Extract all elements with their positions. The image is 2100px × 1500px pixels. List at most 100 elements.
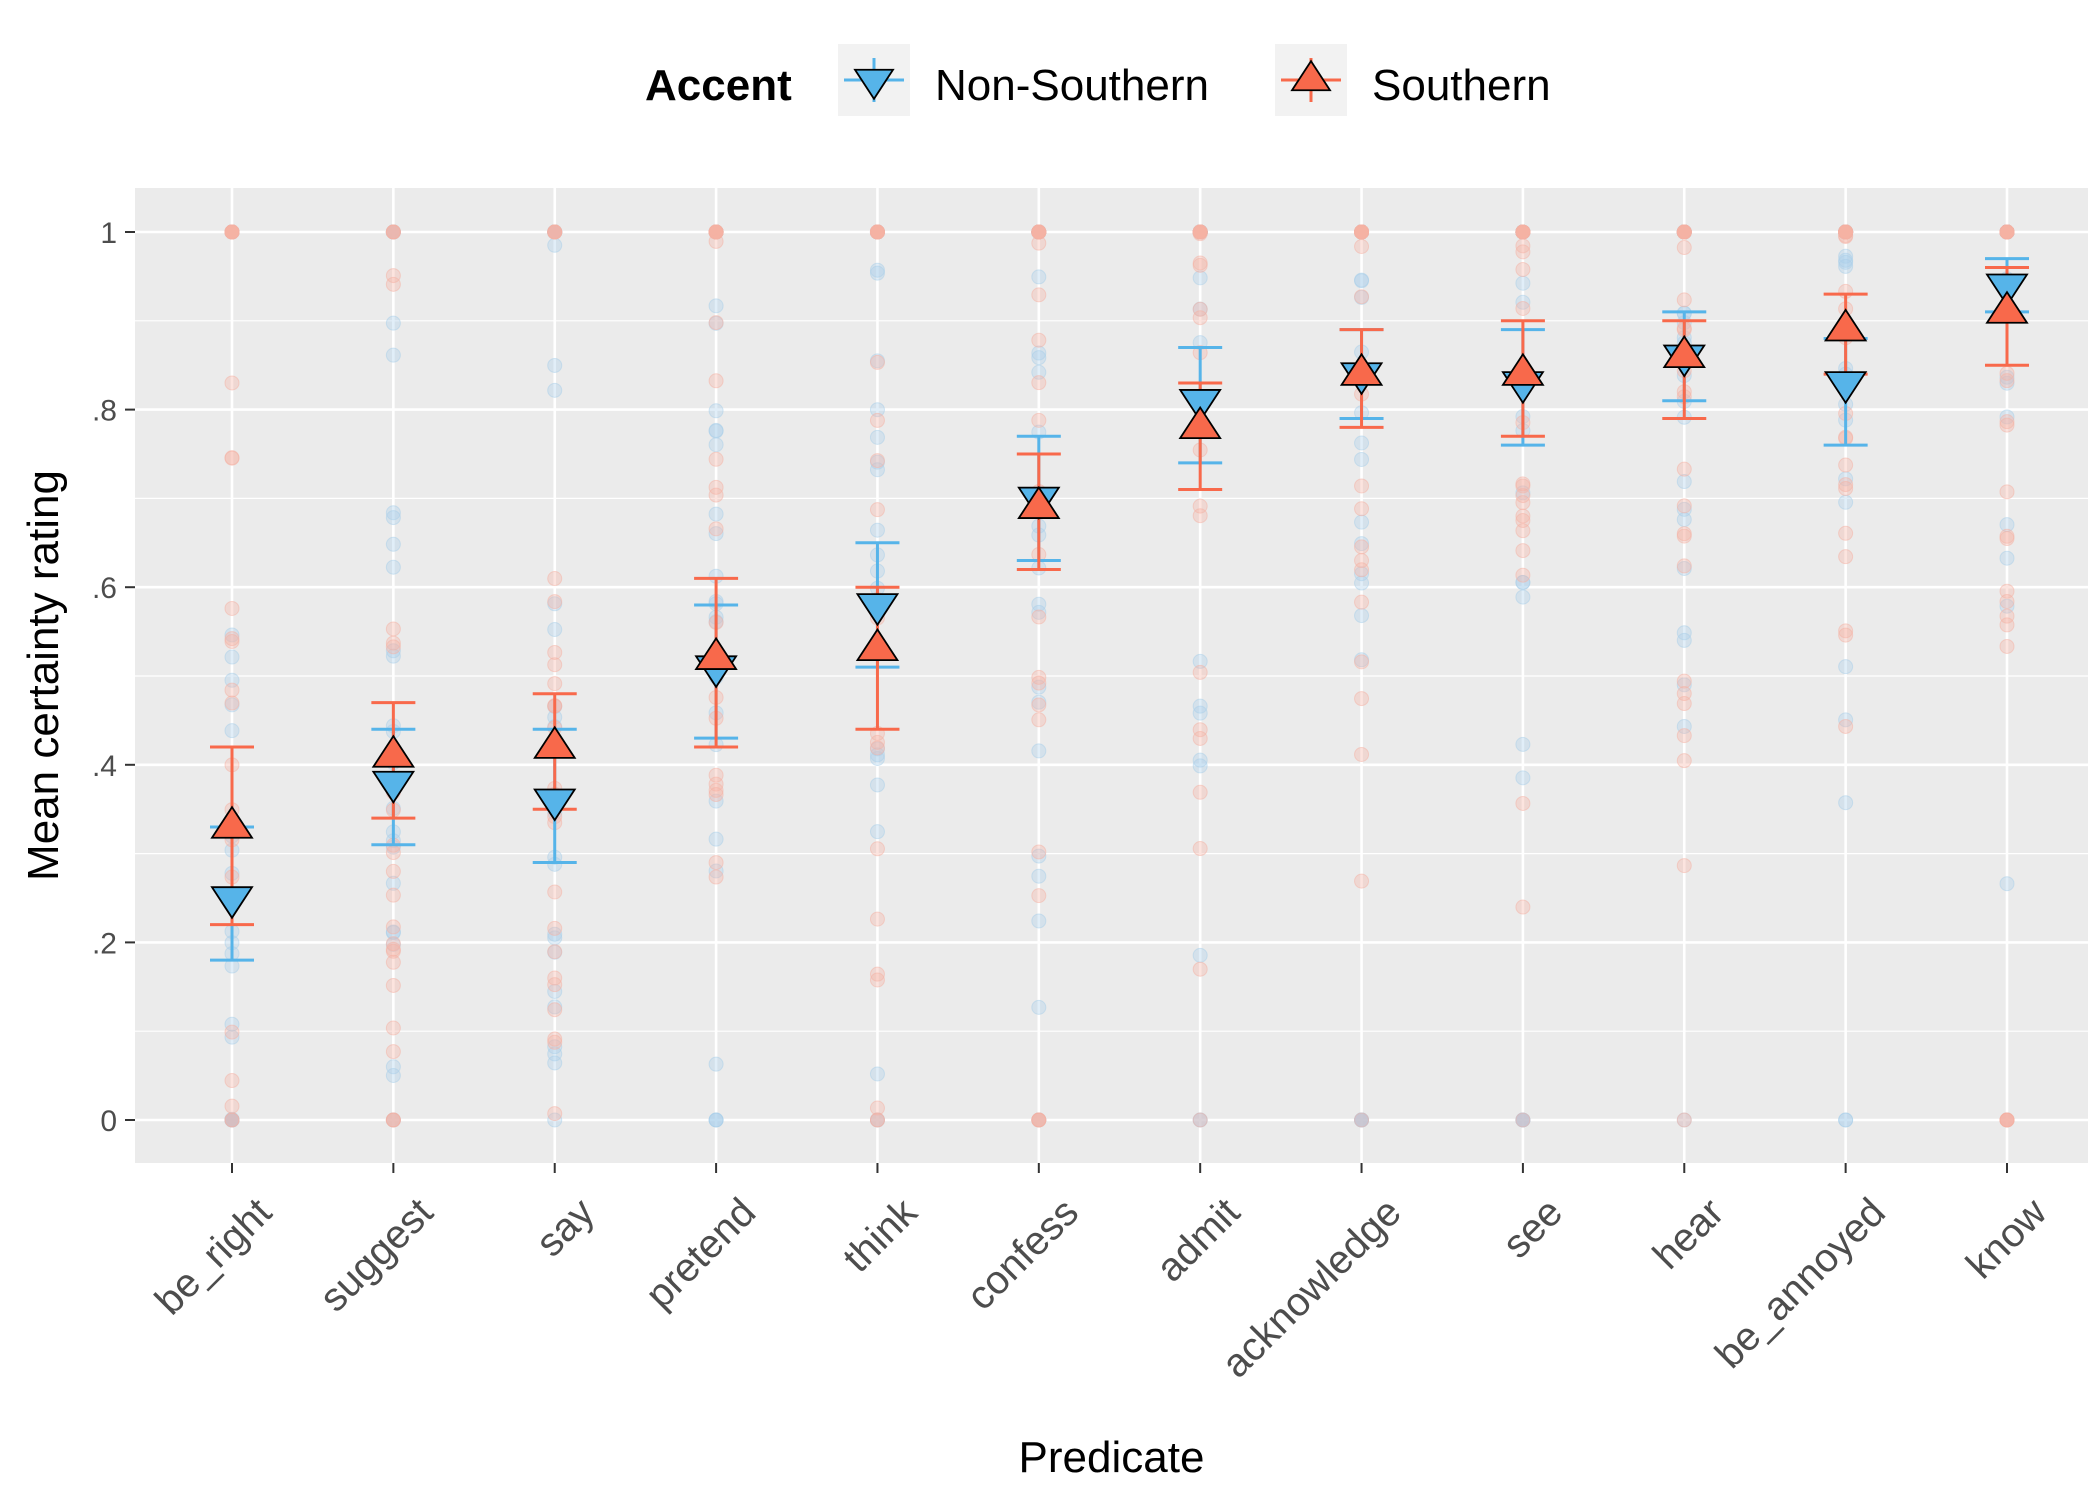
raw-point (1192, 758, 1208, 774)
grid-lines (135, 188, 2088, 1163)
x-tick-label: hear (1645, 1190, 1733, 1278)
raw-point (385, 977, 401, 993)
raw-point (224, 1024, 240, 1040)
raw-point (547, 920, 563, 936)
southern-mean-point (694, 636, 738, 670)
raw-point (224, 224, 240, 240)
raw-point (1999, 417, 2015, 433)
x-axis-title: Predicate (1019, 1433, 1205, 1482)
raw-point (385, 643, 401, 659)
mean-markers (210, 273, 2029, 920)
raw-point (708, 437, 724, 453)
raw-point (1515, 495, 1531, 511)
raw-point (708, 863, 724, 879)
raw-point (708, 831, 724, 847)
raw-point (1999, 531, 2015, 547)
raw-point (1838, 248, 1854, 264)
raw-point (385, 863, 401, 879)
raw-point (385, 276, 401, 292)
raw-point (1031, 604, 1047, 620)
raw-point (1838, 477, 1854, 493)
raw-point (1354, 501, 1370, 517)
non-southern-mean-point (371, 770, 416, 805)
raw-point (1515, 523, 1531, 539)
raw-point (708, 1056, 724, 1072)
raw-point (385, 936, 401, 952)
raw-point (547, 1031, 563, 1047)
raw-point (547, 1106, 563, 1122)
raw-point (1515, 300, 1531, 316)
non-southern-mean-point (210, 886, 254, 920)
raw-point (1515, 1112, 1531, 1128)
raw-point (869, 972, 885, 988)
raw-point (1999, 414, 2015, 430)
raw-point (869, 824, 885, 840)
raw-point (1192, 1112, 1208, 1128)
raw-point (385, 315, 401, 331)
raw-point (1838, 224, 1854, 240)
raw-point (385, 536, 401, 552)
non-southern-mean-point (533, 788, 577, 822)
raw-point (547, 237, 563, 253)
raw-point (869, 354, 885, 370)
raw-point (1192, 224, 1208, 240)
raw-point (547, 224, 563, 240)
raw-point (547, 977, 563, 993)
y-tick-label: .8 (92, 395, 117, 428)
raw-point (1515, 543, 1531, 559)
raw-point (1999, 638, 2015, 654)
raw-point (1838, 627, 1854, 643)
x-tick-label: admit (1148, 1190, 1248, 1290)
raw-point (1031, 888, 1047, 904)
raw-point (1354, 1112, 1370, 1128)
raw-point (1031, 350, 1047, 366)
raw-point (1838, 457, 1854, 473)
raw-point (869, 453, 885, 469)
raw-point (224, 682, 240, 698)
raw-point (547, 1112, 563, 1128)
raw-point (1838, 228, 1854, 244)
raw-point (869, 1066, 885, 1082)
raw-point (869, 777, 885, 793)
raw-point (547, 1039, 563, 1055)
raw-point (385, 639, 401, 655)
raw-point (1515, 244, 1531, 260)
raw-point (1838, 525, 1854, 541)
raw-point (1676, 625, 1692, 641)
raw-point (1192, 730, 1208, 746)
southern-mean-point (210, 805, 254, 839)
x-tick-label: be_right (147, 1190, 280, 1323)
legend-title: Accent (645, 61, 792, 110)
raw-point (385, 268, 401, 284)
raw-point (708, 521, 724, 537)
raw-point (1838, 1112, 1854, 1128)
raw-point (1999, 484, 2015, 500)
raw-point (1676, 526, 1692, 542)
raw-point (1676, 753, 1692, 769)
legend-label: Southern (1372, 61, 1551, 110)
raw-point (708, 298, 724, 314)
raw-point (869, 734, 885, 750)
raw-point (1031, 269, 1047, 285)
raw-point (1515, 795, 1531, 811)
raw-point (1676, 858, 1692, 874)
raw-point (547, 676, 563, 692)
raw-point (869, 841, 885, 857)
raw-point (224, 649, 240, 665)
raw-point (1354, 224, 1370, 240)
raw-point (1676, 501, 1692, 517)
raw-point (1999, 550, 2015, 566)
raw-point (869, 911, 885, 927)
raw-point (1676, 677, 1692, 693)
raw-point (708, 767, 724, 783)
raw-point (869, 402, 885, 418)
raw-point (1031, 697, 1047, 713)
raw-point (1192, 270, 1208, 286)
raw-point (1031, 675, 1047, 691)
raw-point (1031, 999, 1047, 1015)
raw-point (708, 782, 724, 798)
raw-point (547, 1034, 563, 1050)
raw-point (1676, 632, 1692, 648)
raw-point (1676, 461, 1692, 477)
raw-point (1515, 238, 1531, 254)
